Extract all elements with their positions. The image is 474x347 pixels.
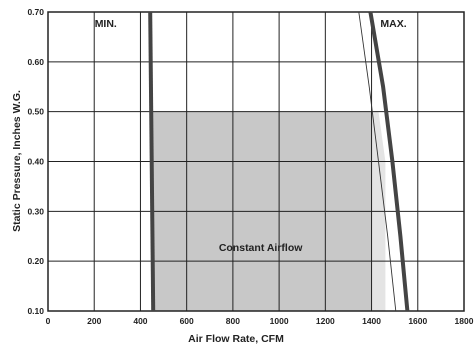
x-tick-labels: 0 200 400 600 800 1000 1200 1400 1600 1800 bbox=[46, 316, 474, 326]
y-tick-label-0.20: 0.20 bbox=[27, 256, 44, 266]
curves-layer bbox=[148, 11, 410, 312]
x-tick-label-0: 0 bbox=[46, 316, 51, 326]
annotations-layer: MIN. MAX. Constant Airflow bbox=[95, 18, 407, 254]
y-tick-label-0.50: 0.50 bbox=[27, 107, 44, 117]
annotation-constant-airflow: Constant Airflow bbox=[219, 242, 303, 254]
annotation-min: MIN. bbox=[95, 18, 117, 30]
x-tick-label-200: 200 bbox=[87, 316, 101, 326]
x-tick-label-1800: 1800 bbox=[455, 316, 474, 326]
x-tick-label-400: 400 bbox=[133, 316, 147, 326]
y-tick-label-0.30: 0.30 bbox=[27, 206, 44, 216]
x-tick-label-1000: 1000 bbox=[270, 316, 289, 326]
annotation-max: MAX. bbox=[380, 18, 406, 30]
plot-border bbox=[47, 11, 465, 312]
curve-thin-2 bbox=[358, 11, 397, 312]
x-tick-label-800: 800 bbox=[226, 316, 240, 326]
curve-min bbox=[148, 11, 156, 312]
x-tick-label-1600: 1600 bbox=[408, 316, 427, 326]
grid-layer bbox=[47, 11, 465, 312]
curve-max bbox=[368, 11, 410, 312]
x-tick-label-1400: 1400 bbox=[362, 316, 381, 326]
y-tick-label-0.40: 0.40 bbox=[27, 157, 44, 167]
y-tick-labels: 0.10 0.20 0.30 0.40 0.50 0.60 0.70 bbox=[27, 7, 44, 316]
x-tick-label-600: 600 bbox=[180, 316, 194, 326]
y-tick-label-0.60: 0.60 bbox=[27, 57, 44, 67]
y-axis-title: Static Pressure, Inches W.G. bbox=[11, 90, 23, 232]
x-tick-label-1200: 1200 bbox=[316, 316, 335, 326]
x-axis-title: Air Flow Rate, CFM bbox=[188, 333, 284, 345]
y-tick-label-0.10: 0.10 bbox=[27, 306, 44, 316]
y-tick-label-0.70: 0.70 bbox=[27, 7, 44, 17]
